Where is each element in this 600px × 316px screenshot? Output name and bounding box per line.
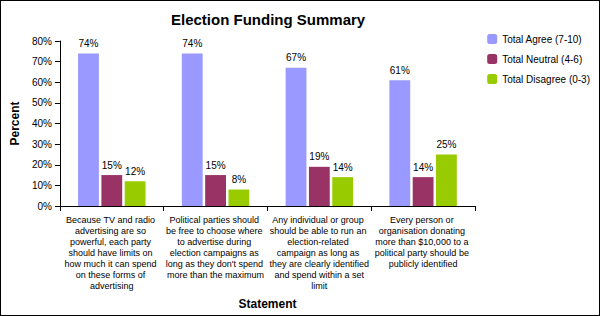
svg-text:more than the maximum: more than the maximum bbox=[167, 270, 264, 280]
svg-text:political party should be: political party should be bbox=[375, 248, 472, 258]
svg-text:and spend within a set: and spend within a set bbox=[272, 270, 367, 280]
svg-text:Election Funding Summary: Election Funding Summary bbox=[171, 11, 366, 28]
svg-text:campaign as long as: campaign as long as bbox=[277, 248, 362, 258]
svg-text:19%: 19% bbox=[309, 151, 329, 162]
svg-text:70%: 70% bbox=[32, 56, 52, 67]
svg-text:80%: 80% bbox=[32, 36, 52, 47]
svg-text:Any individual or group: Any individual or group bbox=[272, 215, 366, 225]
svg-text:25%: 25% bbox=[436, 139, 456, 150]
svg-text:10%: 10% bbox=[32, 180, 52, 191]
svg-text:publicly identified: publicly identified bbox=[389, 259, 458, 269]
svg-text:60%: 60% bbox=[32, 77, 52, 88]
svg-text:14%: 14% bbox=[413, 162, 433, 173]
svg-text:organisation donating: organisation donating bbox=[379, 226, 468, 236]
svg-text:0%: 0% bbox=[37, 201, 52, 212]
svg-text:election-related: election-related bbox=[287, 237, 351, 247]
svg-text:powerful, each party: powerful, each party bbox=[70, 237, 154, 247]
svg-text:40%: 40% bbox=[32, 118, 52, 129]
svg-text:Every person or: Every person or bbox=[390, 215, 456, 225]
svg-text:Because TV and radio: Because TV and radio bbox=[66, 215, 157, 225]
svg-text:50%: 50% bbox=[32, 97, 52, 108]
svg-text:be free to choose where: be free to choose where bbox=[166, 226, 265, 236]
svg-text:15%: 15% bbox=[206, 160, 226, 171]
svg-text:to advertise during: to advertise during bbox=[177, 237, 254, 247]
svg-text:8%: 8% bbox=[232, 174, 247, 185]
svg-text:74%: 74% bbox=[182, 38, 202, 49]
svg-text:15%: 15% bbox=[102, 160, 122, 171]
svg-text:election campaigns as: election campaigns as bbox=[170, 248, 262, 258]
svg-text:advertising: advertising bbox=[90, 281, 134, 291]
svg-text:should have limits on: should have limits on bbox=[69, 248, 156, 258]
svg-text:Total Disagree (0-3): Total Disagree (0-3) bbox=[502, 74, 590, 85]
svg-text:Percent: Percent bbox=[8, 101, 22, 145]
svg-text:61%: 61% bbox=[390, 65, 410, 76]
svg-text:30%: 30% bbox=[32, 139, 52, 150]
svg-text:74%: 74% bbox=[78, 38, 98, 49]
svg-text:they are clearly identified: they are clearly identified bbox=[270, 259, 370, 269]
svg-text:should be able to run an: should be able to run an bbox=[270, 226, 369, 236]
svg-text:67%: 67% bbox=[286, 52, 306, 63]
svg-text:limit: limit bbox=[311, 281, 327, 291]
svg-text:14%: 14% bbox=[333, 162, 353, 173]
svg-text:20%: 20% bbox=[32, 159, 52, 170]
svg-text:Total Neutral (4-6): Total Neutral (4-6) bbox=[502, 54, 582, 65]
svg-text:how much it can spend: how much it can spend bbox=[65, 259, 160, 269]
svg-text:more than $10,000 to a: more than $10,000 to a bbox=[375, 237, 471, 247]
svg-text:advertising are so: advertising are so bbox=[75, 226, 149, 236]
svg-text:on these forms of: on these forms of bbox=[76, 270, 148, 280]
svg-text:long as they don't spend: long as they don't spend bbox=[166, 259, 266, 269]
svg-text:12%: 12% bbox=[125, 166, 145, 177]
svg-text:Political parties should: Political parties should bbox=[170, 215, 262, 225]
svg-text:Statement: Statement bbox=[238, 297, 296, 311]
svg-text:Total Agree (7-10): Total Agree (7-10) bbox=[502, 34, 582, 45]
